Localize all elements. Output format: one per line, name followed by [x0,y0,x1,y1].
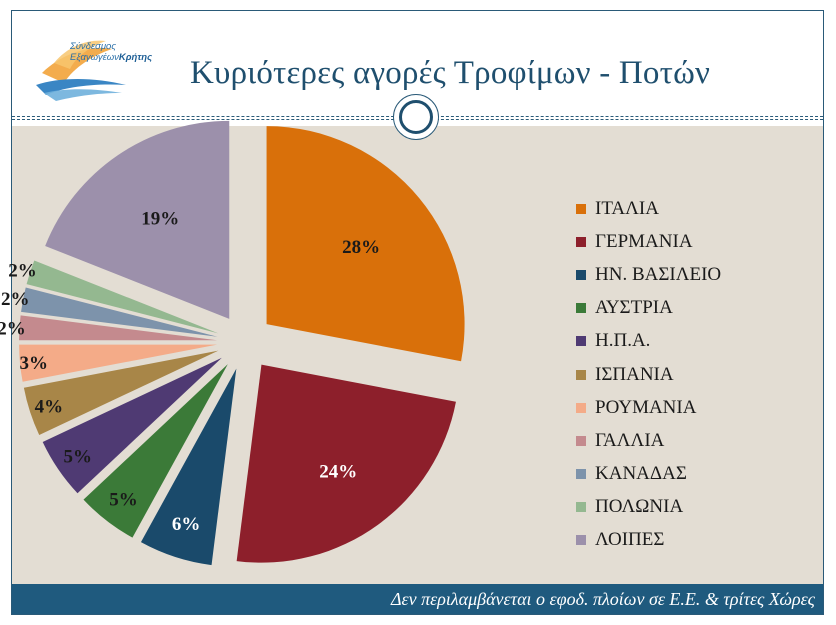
legend-swatch [576,435,586,446]
pie-slice-2 [236,364,456,563]
legend-item-6: ΙΣΠΑΝΙΑ [576,358,721,391]
legend-swatch [576,236,586,247]
data-label-2: 24% [319,461,357,482]
legend-item-5: Η.Π.Α. [576,325,721,358]
legend-swatch [576,502,586,513]
data-label-8: 2% [0,318,26,339]
data-label-4: 5% [109,490,138,511]
pie-slice-4 [83,364,228,538]
legend-item-3: ΗΝ. ΒΑΣΙΛΕΙΟ [576,258,721,291]
legend-label: ΠΟΛΩΝΙΑ [595,496,684,518]
pie-slice-11 [45,120,230,319]
legend-label: ΚΑΝΑΔΑΣ [595,463,687,485]
pie-slice-6 [23,350,219,435]
legend-label: ΗΝ. ΒΑΣΙΛΕΙΟ [595,263,722,285]
legend-item-9: ΚΑΝΑΔΑΣ [576,458,721,491]
legend-swatch [576,269,586,280]
legend-item-1: ΙΤΑΛΙΑ [576,192,721,225]
pie-slice-8 [19,315,218,341]
data-label-1: 28% [342,237,380,258]
pie-slice-9 [21,287,218,337]
legend-swatch [576,303,586,314]
legend-label: ΑΥΣΤΡΙΑ [595,297,673,319]
data-label-6: 4% [35,397,64,418]
legend-item-7: ΡΟΥΜΑΝΙΑ [576,391,721,424]
logo-line-2a: Εξαγωγέων [70,52,119,63]
pie-slice-5 [42,357,222,494]
logo-line-1: Σύνδεσμος [70,41,116,52]
data-label-9: 2% [1,289,30,310]
legend-label: ΓΑΛΛΙΑ [595,429,665,451]
legend-swatch [576,535,586,546]
legend-swatch [576,469,586,480]
divider-circle-ornament-inner [399,100,433,134]
chart-legend: ΙΤΑΛΙΑ ΓΕΡΜΑΝΙΑ ΗΝ. ΒΑΣΙΛΕΙΟ ΑΥΣΤΡΙΑ Η.Π.Α. Ι… [576,192,721,557]
footer-note: Δεν περιλαμβάνεται ο εφοδ. πλοίων σε Ε.Ε… [390,589,815,609]
legend-label: ΡΟΥΜΑΝΙΑ [595,396,697,418]
legend-label: ΙΤΑΛΙΑ [595,197,659,219]
data-label-3: 6% [172,514,201,535]
legend-item-11: ΛΟΙΠΕΣ [576,524,721,557]
footer-bar: Δεν περιλαμβάνεται ο εφοδ. πλοίων σε Ε.Ε… [12,584,823,614]
legend-swatch [576,203,586,214]
logo-line-2b: Κρήτης [118,52,153,63]
pie-slice-7 [19,344,218,382]
data-label-5: 5% [63,447,92,468]
data-label-11: 19% [141,208,179,229]
legend-item-2: ΓΕΡΜΑΝΙΑ [576,225,721,258]
pie-slice-1 [266,126,465,362]
legend-swatch [576,369,586,380]
legend-label: ΛΟΙΠΕΣ [595,529,665,551]
legend-item-8: ΓΑΛΛΙΑ [576,424,721,457]
legend-label: Η.Π.Α. [595,330,651,352]
pie-slice-10 [26,260,219,334]
data-label-7: 3% [20,353,49,374]
legend-swatch [576,336,586,347]
legend-label: ΓΕΡΜΑΝΙΑ [595,230,693,252]
page-title: Κυριότερες αγορές Τροφίμων - Ποτών [190,55,711,91]
legend-item-10: ΠΟΛΩΝΙΑ [576,491,721,524]
logo-text: Σύνδεσμος ΕξαγωγέωνΚρήτης [70,41,152,63]
logo-icon [36,40,126,101]
data-label-10: 2% [8,261,37,282]
legend-label: ΙΣΠΑΝΙΑ [595,363,674,385]
pie-slice-3 [140,368,237,566]
legend-item-4: ΑΥΣΤΡΙΑ [576,292,721,325]
legend-swatch [576,402,586,413]
